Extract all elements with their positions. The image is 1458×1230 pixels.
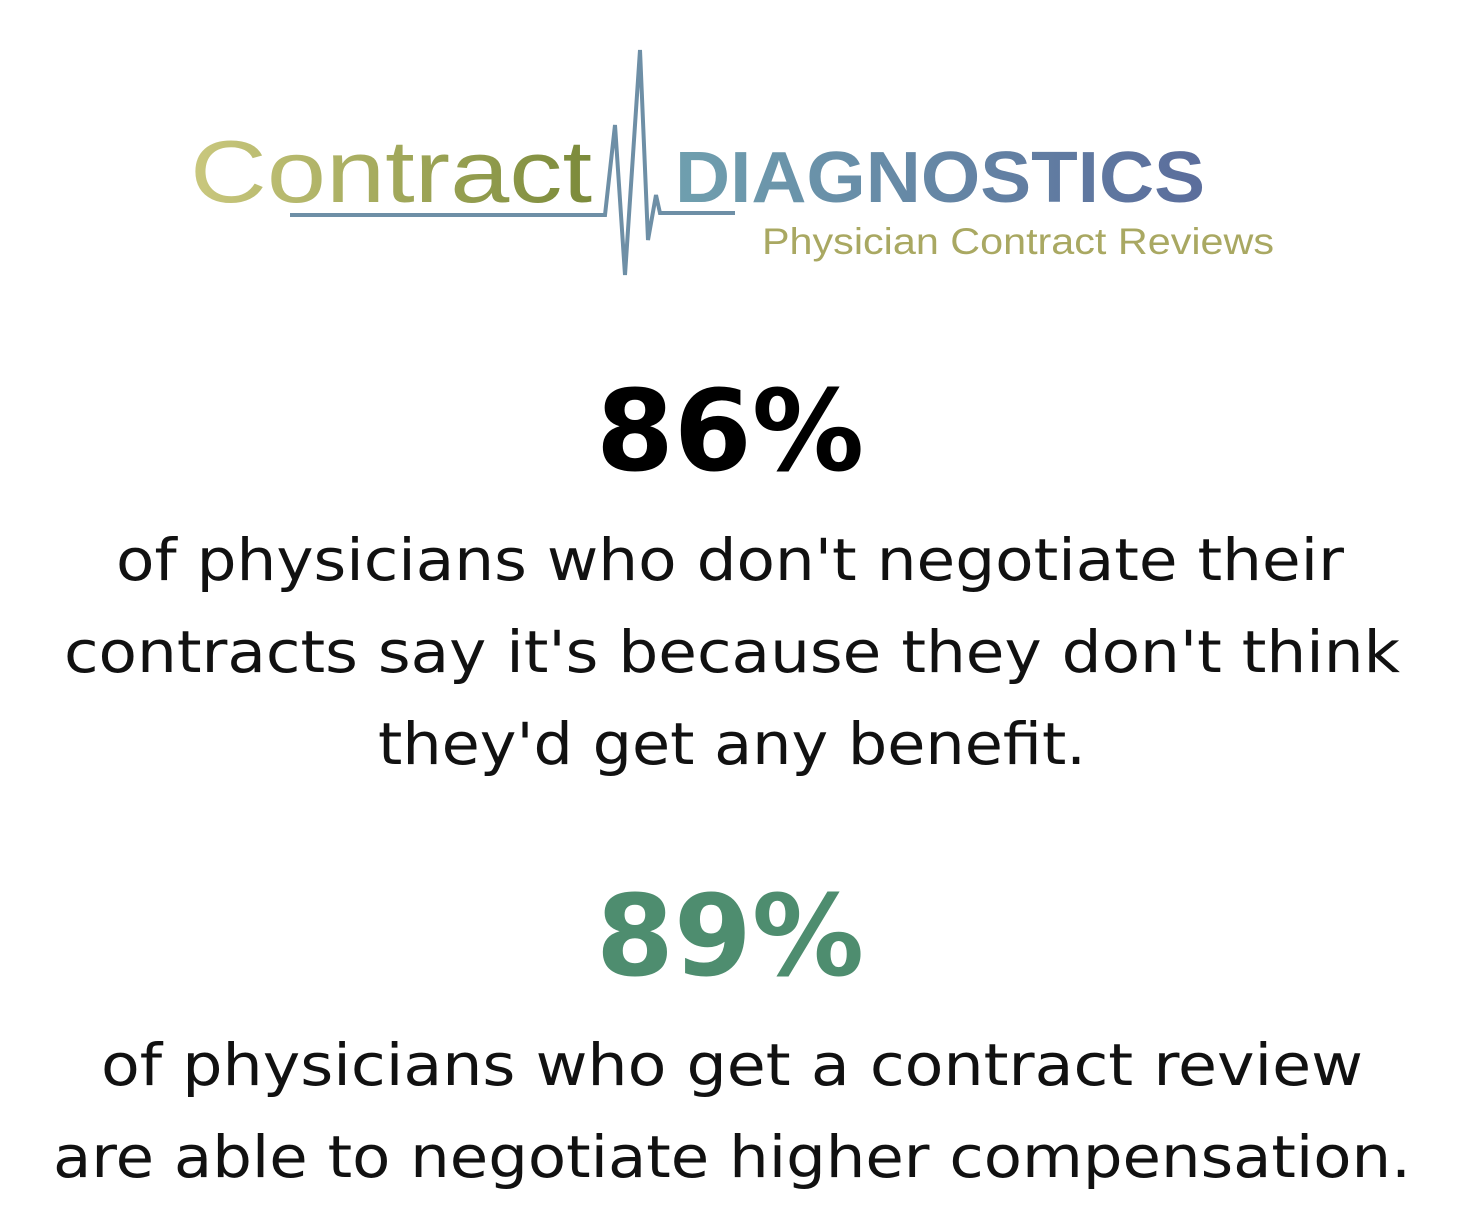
stat-text: contracts say it's because they don't th… (64, 618, 1400, 686)
stat-text: of physicians who don't negotiate their (116, 526, 1344, 594)
logo: Contract DIAGNOSTICS Physician Contract … (190, 49, 1274, 276)
logo-tagline: Physician Contract Reviews (762, 221, 1274, 262)
logo-word: Contract (190, 122, 592, 221)
stat-figure: 89% (596, 872, 864, 1002)
stat-text: of physicians who get a contract review (101, 1031, 1363, 1099)
stat-figure: 86% (596, 367, 864, 497)
logo-brand: DIAGNOSTICS (675, 138, 1205, 218)
stat-text: they'd get any benefit. (378, 710, 1086, 778)
ecg-line (290, 49, 735, 276)
stat-text: are able to negotiate higher compensatio… (53, 1123, 1411, 1191)
